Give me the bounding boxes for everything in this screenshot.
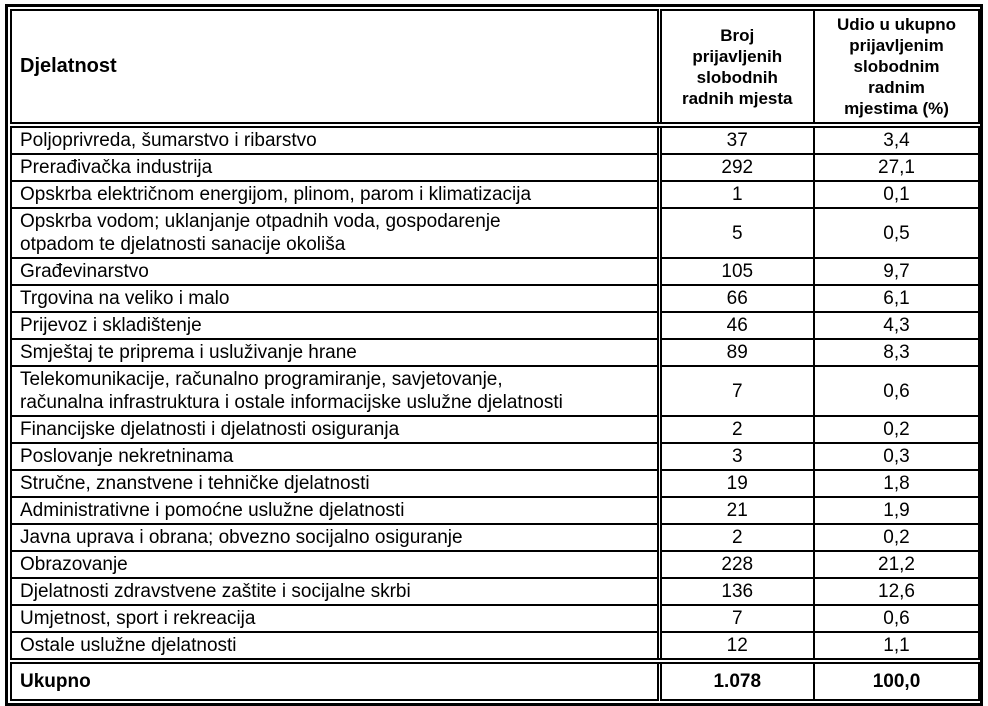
share-cell: 8,3 xyxy=(813,338,980,367)
activity-cell: Stručne, znanstvene i tehničke djelatnos… xyxy=(10,469,662,498)
table-row: Javna uprava i obrana; obvezno socijalno… xyxy=(10,523,980,552)
share-cell: 0,6 xyxy=(813,604,980,633)
activity-cell: Prijevoz i skladištenje xyxy=(10,311,662,340)
activity-cell: Poljoprivreda, šumarstvo i ribarstvo xyxy=(10,124,662,155)
table-body: Poljoprivreda, šumarstvo i ribarstvo 37 … xyxy=(10,124,980,662)
table-row: Financijske djelatnosti i djelatnosti os… xyxy=(10,415,980,444)
total-row: Ukupno 1.078 100,0 xyxy=(10,658,980,701)
column-header-count: Broj prijavljenih slobodnih radnih mjest… xyxy=(658,9,815,128)
share-cell: 1,9 xyxy=(813,496,980,525)
share-cell: 0,3 xyxy=(813,442,980,471)
table-row: Poslovanje nekretninama 3 0,3 xyxy=(10,442,980,471)
count-cell: 5 xyxy=(658,207,815,259)
count-cell: 1 xyxy=(658,180,815,209)
count-cell: 21 xyxy=(658,496,815,525)
table-row: Opskrba vodom; uklanjanje otpadnih voda,… xyxy=(10,207,980,259)
table-row: Djelatnosti zdravstvene zaštite i socija… xyxy=(10,577,980,606)
table-header: Djelatnost Broj prijavljenih slobodnih r… xyxy=(10,9,980,128)
table-outer-frame: Djelatnost Broj prijavljenih slobodnih r… xyxy=(5,4,983,706)
activity-cell: Smještaj te priprema i usluživanje hrane xyxy=(10,338,662,367)
table-row: Stručne, znanstvene i tehničke djelatnos… xyxy=(10,469,980,498)
share-cell: 21,2 xyxy=(813,550,980,579)
table-row: Smještaj te priprema i usluživanje hrane… xyxy=(10,338,980,367)
share-cell: 0,5 xyxy=(813,207,980,259)
count-cell: 37 xyxy=(658,124,815,155)
table-row: Ostale uslužne djelatnosti 12 1,1 xyxy=(10,631,980,662)
total-count: 1.078 xyxy=(658,658,815,701)
table-row: Građevinarstvo 105 9,7 xyxy=(10,257,980,286)
activity-cell: Djelatnosti zdravstvene zaštite i socija… xyxy=(10,577,662,606)
total-label: Ukupno xyxy=(10,658,662,701)
share-cell: 0,2 xyxy=(813,523,980,552)
table-row: Trgovina na veliko i malo 66 6,1 xyxy=(10,284,980,313)
activity-cell: Obrazovanje xyxy=(10,550,662,579)
activity-cell: Javna uprava i obrana; obvezno socijalno… xyxy=(10,523,662,552)
activity-cell: Opskrba električnom energijom, plinom, p… xyxy=(10,180,662,209)
table-row: Prerađivačka industrija 292 27,1 xyxy=(10,153,980,182)
table-footer: Ukupno 1.078 100,0 xyxy=(10,658,980,701)
activity-cell: Administrativne i pomoćne uslužne djelat… xyxy=(10,496,662,525)
share-cell: 9,7 xyxy=(813,257,980,286)
share-cell: 3,4 xyxy=(813,124,980,155)
share-cell: 1,8 xyxy=(813,469,980,498)
count-cell: 66 xyxy=(658,284,815,313)
count-cell: 105 xyxy=(658,257,815,286)
header-row: Djelatnost Broj prijavljenih slobodnih r… xyxy=(10,9,980,128)
share-cell: 0,6 xyxy=(813,365,980,417)
share-cell: 6,1 xyxy=(813,284,980,313)
count-cell: 2 xyxy=(658,523,815,552)
activity-cell: Ostale uslužne djelatnosti xyxy=(10,631,662,662)
share-cell: 27,1 xyxy=(813,153,980,182)
activity-cell: Telekomunikacije, računalno programiranj… xyxy=(10,365,662,417)
activity-cell: Financijske djelatnosti i djelatnosti os… xyxy=(10,415,662,444)
count-cell: 89 xyxy=(658,338,815,367)
table-row: Telekomunikacije, računalno programiranj… xyxy=(10,365,980,417)
share-cell: 4,3 xyxy=(813,311,980,340)
activity-cell: Umjetnost, sport i rekreacija xyxy=(10,604,662,633)
total-share: 100,0 xyxy=(813,658,980,701)
share-cell: 0,1 xyxy=(813,180,980,209)
count-cell: 19 xyxy=(658,469,815,498)
count-cell: 3 xyxy=(658,442,815,471)
count-cell: 228 xyxy=(658,550,815,579)
column-header-share: Udio u ukupno prijavljenim slobodnim rad… xyxy=(813,9,980,128)
count-cell: 292 xyxy=(658,153,815,182)
table-row: Poljoprivreda, šumarstvo i ribarstvo 37 … xyxy=(10,124,980,155)
column-header-activity: Djelatnost xyxy=(10,9,662,128)
table-row: Obrazovanje 228 21,2 xyxy=(10,550,980,579)
table-row: Administrativne i pomoćne uslužne djelat… xyxy=(10,496,980,525)
share-cell: 0,2 xyxy=(813,415,980,444)
activity-cell: Prerađivačka industrija xyxy=(10,153,662,182)
count-cell: 7 xyxy=(658,365,815,417)
table-row: Opskrba električnom energijom, plinom, p… xyxy=(10,180,980,209)
share-cell: 1,1 xyxy=(813,631,980,662)
count-cell: 2 xyxy=(658,415,815,444)
count-cell: 136 xyxy=(658,577,815,606)
activity-cell: Trgovina na veliko i malo xyxy=(10,284,662,313)
count-cell: 46 xyxy=(658,311,815,340)
table-row: Prijevoz i skladištenje 46 4,3 xyxy=(10,311,980,340)
activity-cell: Opskrba vodom; uklanjanje otpadnih voda,… xyxy=(10,207,662,259)
table-row: Umjetnost, sport i rekreacija 7 0,6 xyxy=(10,604,980,633)
activity-cell: Poslovanje nekretninama xyxy=(10,442,662,471)
count-cell: 7 xyxy=(658,604,815,633)
count-cell: 12 xyxy=(658,631,815,662)
vacancies-by-activity-table: Djelatnost Broj prijavljenih slobodnih r… xyxy=(10,9,980,701)
activity-cell: Građevinarstvo xyxy=(10,257,662,286)
share-cell: 12,6 xyxy=(813,577,980,606)
